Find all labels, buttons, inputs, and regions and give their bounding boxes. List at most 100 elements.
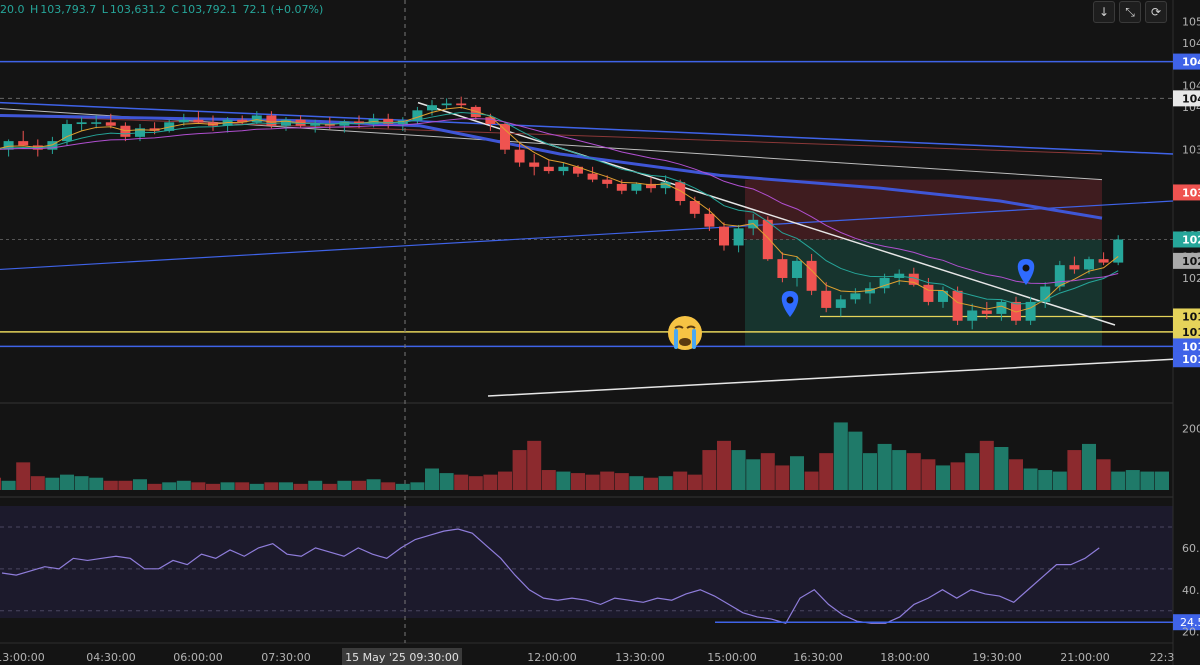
volume-bar	[410, 482, 425, 490]
arrow-down-icon[interactable]: ↓	[1093, 1, 1115, 23]
volume-bar	[322, 483, 337, 490]
location-marker	[781, 291, 799, 317]
candle-body	[383, 118, 394, 125]
candle-body	[441, 103, 452, 106]
candle-body	[587, 173, 598, 180]
candle-body	[792, 260, 802, 278]
volume-bar	[381, 482, 396, 490]
volume-bar	[819, 453, 834, 490]
volume-bar	[717, 440, 731, 490]
candle-body	[178, 119, 189, 123]
volume-bar	[337, 480, 352, 490]
candle-body	[762, 219, 773, 260]
candle-body	[602, 179, 613, 184]
candle-body	[938, 290, 948, 302]
ohlc-legend: 20.0 H 103,793.7 L 103,631.2 C 103,792.1 72…	[0, 3, 325, 16]
volume-bar	[235, 482, 250, 490]
candle-body	[573, 166, 583, 174]
price-badge	[1173, 338, 1200, 355]
time-axis-label: 15:00:00	[707, 651, 756, 664]
volume-bar	[863, 453, 877, 490]
candle-body	[1011, 301, 1021, 321]
candle-body	[1040, 286, 1051, 302]
price-badge-label: 102	[1182, 255, 1200, 268]
candle-body	[1054, 265, 1065, 287]
price-badge	[1173, 252, 1200, 269]
volume-bar	[0, 477, 1, 490]
volume-bar	[512, 450, 527, 490]
time-axis-label: 12:00:00	[527, 651, 576, 664]
candle-body	[646, 183, 656, 189]
price-badge-label: 101	[1182, 353, 1200, 366]
volume-bar	[629, 476, 644, 490]
candle-body	[719, 226, 729, 246]
candle-body	[354, 121, 364, 125]
expand-icon[interactable]: ⤡	[1119, 1, 1141, 23]
volume-bar	[527, 440, 542, 490]
candle-body	[1113, 239, 1124, 263]
volume-bar	[206, 483, 220, 490]
candle-body	[879, 277, 890, 289]
volume-bar	[731, 450, 746, 490]
volume-bar	[191, 482, 206, 490]
moving-average-thick	[0, 113, 1103, 220]
price-badge	[1173, 308, 1200, 325]
price-badge	[1173, 90, 1200, 107]
candle-body	[996, 301, 1007, 314]
volume-bar	[366, 479, 381, 490]
candle-body	[485, 117, 496, 125]
candle-body	[1025, 301, 1036, 321]
volume-bar	[16, 462, 31, 490]
ohlc-change: 72.1 (+0.07%)	[242, 3, 324, 16]
rsi-level-badge-label: 24.5	[1180, 616, 1200, 629]
price-badge-label: 101	[1182, 340, 1200, 353]
candle-body	[76, 122, 87, 125]
volume-bar	[687, 474, 702, 490]
candle-body	[1069, 265, 1080, 270]
volume-bar	[585, 474, 600, 490]
sync-icon[interactable]: ⟳	[1145, 1, 1167, 23]
moving-average-mid	[0, 114, 1103, 155]
candle-body	[193, 119, 204, 123]
volume-bar	[906, 453, 921, 490]
candle-body	[1098, 259, 1109, 263]
volume-bar	[483, 474, 498, 490]
volume-bar	[220, 482, 235, 490]
volume-bar	[644, 477, 658, 490]
time-axis-label: 13:00:00	[0, 651, 45, 664]
location-marker	[1017, 259, 1035, 285]
candle-body	[616, 183, 627, 191]
candle-body	[149, 128, 160, 131]
volume-bar	[1038, 470, 1053, 490]
price-badge	[1173, 351, 1200, 368]
volume-bar	[892, 450, 907, 490]
map-pin-icon	[781, 291, 799, 317]
candle-body	[923, 284, 934, 302]
ohlc-close-label: C	[171, 3, 180, 16]
volume-bar	[979, 440, 994, 490]
ohlc-close: 103,792.1	[181, 3, 238, 16]
time-axis-label: 19:30:00	[972, 651, 1021, 664]
candle-body	[777, 259, 788, 278]
time-axis-label: 04:30:00	[86, 651, 135, 664]
candle-body	[631, 183, 642, 191]
volume-bar	[439, 473, 454, 490]
price-badge	[1173, 184, 1200, 201]
volume-bar	[1125, 470, 1140, 490]
candle-body	[529, 162, 540, 167]
volume-bar	[746, 459, 761, 490]
volume-bar	[936, 465, 950, 490]
volume-bar	[921, 459, 936, 490]
volume-bar	[848, 431, 863, 490]
volume-bar	[600, 471, 615, 490]
candle-body	[981, 310, 992, 314]
volume-bar	[1111, 471, 1126, 490]
volume-bar	[556, 471, 571, 490]
volume-bar	[702, 450, 717, 490]
candle-body	[675, 182, 686, 201]
map-pin-hole	[1022, 264, 1030, 272]
map-pin-hole	[786, 296, 794, 304]
volume-bar	[352, 480, 366, 490]
